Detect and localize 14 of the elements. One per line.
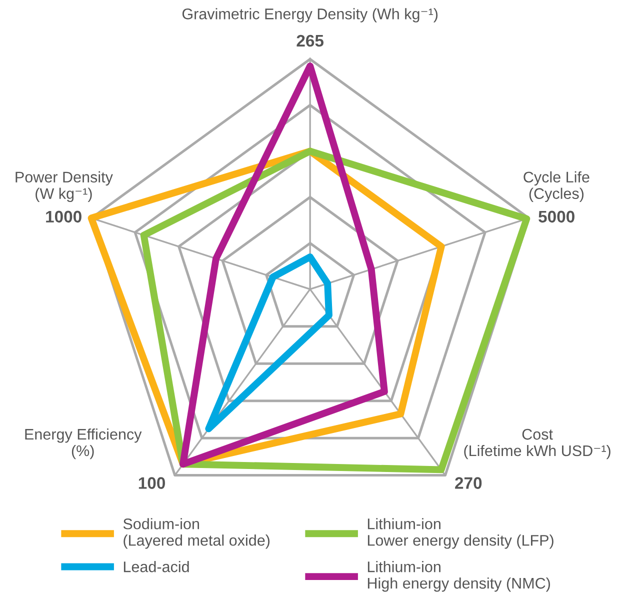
spoke-label: Energy Efficiency (%) — [25, 428, 142, 460]
text: 265 — [296, 34, 324, 47]
legend-label: Lead-acid — [124, 561, 189, 572]
spoke-label: Power Density (W kg⁻¹) — [16, 171, 113, 202]
text: 270 — [455, 477, 482, 489]
legend-label: Lithium-ion High energy density (NMC) — [368, 561, 550, 592]
spoke-label: Cost (Lifetime kWh USD⁻¹) — [464, 428, 610, 460]
legend-label: Lithium-ion Lower energy density (LFP) — [368, 518, 554, 549]
text: 100 — [138, 477, 165, 489]
spoke-label: Gravimetric Energy Density (Wh kg⁻¹) — [182, 8, 438, 22]
text: 1000 — [46, 210, 82, 223]
spoke-label: Cycle Life (Cycles) — [524, 171, 590, 202]
legend-label: Sodium-ion (Layered metal oxide) — [123, 518, 270, 549]
text: 5000 — [538, 210, 574, 223]
